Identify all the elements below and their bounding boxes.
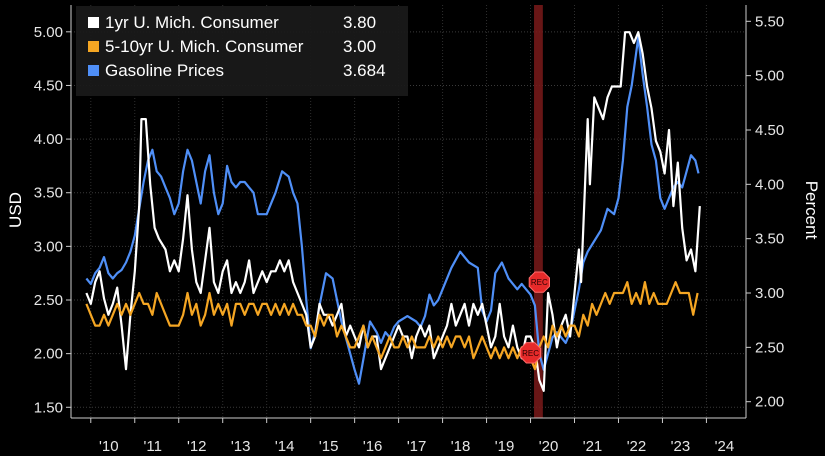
x-tick-label: '15 — [319, 438, 339, 455]
x-tick-label: '11 — [144, 438, 162, 455]
legend-item-1yr: 1yr U. Mich. Consumer 3.80 — [88, 13, 376, 32]
right-axis-ticks: 5.50 5.00 4.50 4.00 3.50 3.00 2.50 2.00 — [746, 13, 784, 411]
legend-background — [76, 6, 408, 96]
recession-marker-label: REC — [522, 349, 539, 358]
right-tick-label: 5.00 — [755, 68, 784, 85]
recession-marker — [528, 271, 550, 293]
legend-item-gasoline: Gasoline Prices 3.684 — [88, 61, 386, 80]
right-tick-label: 4.50 — [755, 122, 784, 139]
series-line-1yr-u-mich-consumer — [85, 31, 701, 392]
legend-label-1yr: 1yr U. Mich. Consumer — [105, 13, 279, 32]
legend-swatch-5-10yr — [88, 41, 99, 52]
x-tick-label: '14 — [275, 438, 295, 455]
legend-value-gasoline: 3.684 — [343, 61, 386, 80]
legend-label-5-10yr: 5-10yr U. Mich. Consumer — [105, 37, 304, 56]
x-tick-label: '22 — [627, 438, 647, 455]
recession-markers: REC REC — [519, 271, 550, 364]
series-line-5-10yr-u-mich-consumer — [85, 281, 699, 371]
legend-item-5-10yr: 5-10yr U. Mich. Consumer 3.00 — [88, 37, 376, 56]
x-tick-label: '19 — [495, 438, 515, 455]
left-tick-label: 3.00 — [34, 238, 63, 255]
x-tick-label: '23 — [671, 438, 691, 455]
x-tick-label: '13 — [231, 438, 251, 455]
legend-value-5-10yr: 3.00 — [343, 37, 376, 56]
right-tick-label: 4.00 — [755, 176, 784, 193]
right-tick-label: 5.50 — [755, 13, 784, 30]
series-line-gasoline-prices — [85, 36, 700, 385]
x-tick-label: '18 — [451, 438, 471, 455]
left-tick-label: 4.00 — [34, 131, 63, 148]
left-tick-label: 3.50 — [34, 185, 63, 202]
legend-value-1yr: 3.80 — [343, 13, 376, 32]
left-tick-label: 2.50 — [34, 292, 63, 309]
axes — [70, 5, 747, 419]
x-tick-label: '16 — [363, 438, 383, 455]
recession-bar — [534, 5, 543, 418]
x-axis-ticks: '10 '11 '12 '13 '14 '15 '16 '17 '18 '19 '20 '21 '22 '… — [90, 418, 735, 455]
recession-marker — [519, 342, 542, 364]
right-tick-label: 3.50 — [755, 231, 784, 248]
left-tick-label: 1.50 — [34, 399, 63, 416]
legend-label-gasoline: Gasoline Prices — [105, 61, 224, 80]
legend: 1yr U. Mich. Consumer 3.80 5-10yr U. Mic… — [76, 6, 408, 96]
x-tick-label: '20 — [539, 438, 559, 455]
x-tick-label: '17 — [407, 438, 427, 455]
series-lines — [85, 31, 701, 392]
left-tick-label: 2.00 — [34, 346, 63, 363]
legend-swatch-gasoline — [88, 65, 99, 76]
left-axis-title: USD — [6, 192, 25, 228]
right-tick-label: 3.00 — [755, 285, 784, 302]
right-tick-label: 2.00 — [755, 394, 784, 411]
x-tick-label: '24 — [715, 438, 735, 455]
left-tick-label: 4.50 — [34, 77, 63, 94]
recession-band — [534, 5, 543, 418]
x-tick-label: '12 — [187, 438, 207, 455]
x-tick-label: '21 — [583, 438, 603, 455]
right-tick-label: 2.50 — [755, 339, 784, 356]
left-axis-ticks: 5.00 4.50 4.00 3.50 3.00 2.50 2.00 1.50 — [34, 24, 71, 416]
right-axis-title: Percent — [802, 181, 821, 240]
legend-swatch-1yr — [88, 17, 99, 28]
left-tick-label: 5.00 — [34, 24, 63, 41]
recession-marker-label: REC — [531, 278, 548, 287]
x-tick-label: '10 — [99, 438, 119, 455]
